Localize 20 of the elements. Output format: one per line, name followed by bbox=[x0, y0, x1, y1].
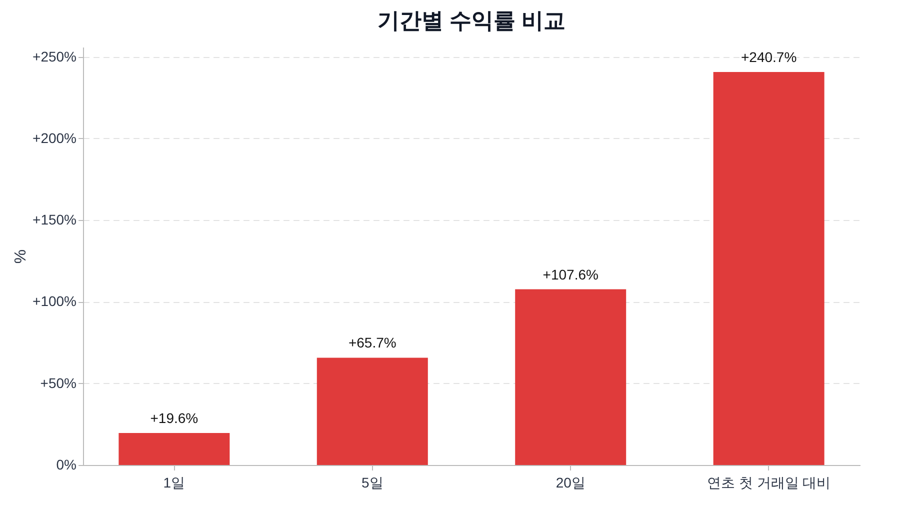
chart-title: 기간별 수익률 비교 bbox=[377, 8, 566, 33]
y-tick-label: +50% bbox=[40, 374, 76, 391]
data-label: +65.7% bbox=[348, 334, 396, 351]
y-tick-label: +250% bbox=[32, 48, 76, 64]
y-tick-label: 0% bbox=[56, 456, 76, 472]
y-tick-label: +200% bbox=[32, 130, 76, 146]
y-axis-title: % bbox=[12, 249, 30, 264]
y-tick-label: +150% bbox=[32, 212, 76, 228]
y-tick-label: +100% bbox=[32, 293, 76, 310]
data-label: +240.7% bbox=[740, 48, 797, 65]
bar bbox=[118, 432, 230, 465]
x-tick-label: 20일 bbox=[556, 474, 586, 490]
data-label: +19.6% bbox=[150, 410, 198, 426]
x-tick-label: 연초 첫 거래일 대비 bbox=[706, 474, 831, 490]
x-tick-label: 1일 bbox=[163, 474, 186, 490]
x-tick-label: 5일 bbox=[361, 474, 384, 490]
bar bbox=[515, 289, 626, 465]
bar bbox=[316, 358, 428, 465]
data-label: +107.6% bbox=[542, 266, 598, 282]
bar bbox=[713, 72, 824, 465]
